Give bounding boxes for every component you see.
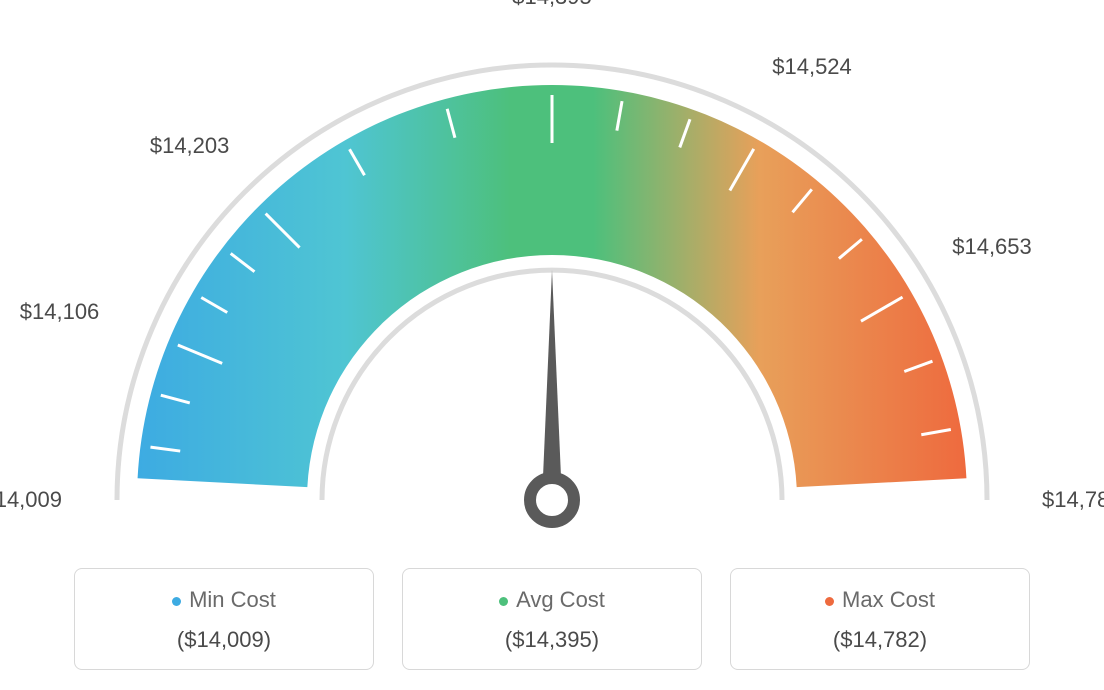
dot-icon [172, 597, 181, 606]
legend-row: Min Cost ($14,009) Avg Cost ($14,395) Ma… [0, 568, 1104, 670]
gauge-tick-label: $14,653 [952, 234, 1032, 260]
legend-title-max: Max Cost [741, 587, 1019, 613]
gauge-tick-label: $14,782 [1042, 487, 1104, 513]
legend-title-text: Max Cost [842, 587, 935, 612]
legend-value-avg: ($14,395) [413, 627, 691, 653]
legend-card-min: Min Cost ($14,009) [74, 568, 374, 670]
legend-value-min: ($14,009) [85, 627, 363, 653]
legend-title-text: Avg Cost [516, 587, 605, 612]
dot-icon [499, 597, 508, 606]
gauge-tick-label: $14,106 [20, 299, 100, 325]
legend-card-max: Max Cost ($14,782) [730, 568, 1030, 670]
dot-icon [825, 597, 834, 606]
chart-container: $14,009 $14,106 $14,203 $14,395 $14,524 $14,6… [0, 0, 1104, 690]
legend-value-max: ($14,782) [741, 627, 1019, 653]
gauge-area: $14,009 $14,106 $14,203 $14,395 $14,524 $14,6… [0, 0, 1104, 550]
legend-title-min: Min Cost [85, 587, 363, 613]
legend-title-avg: Avg Cost [413, 587, 691, 613]
gauge-tick-label: $14,009 [0, 487, 62, 513]
legend-card-avg: Avg Cost ($14,395) [402, 568, 702, 670]
gauge-tick-label: $14,203 [150, 133, 230, 159]
legend-title-text: Min Cost [189, 587, 276, 612]
gauge-svg [0, 0, 1104, 550]
gauge-tick-label: $14,524 [772, 54, 852, 80]
gauge-tick-label: $14,395 [512, 0, 592, 10]
